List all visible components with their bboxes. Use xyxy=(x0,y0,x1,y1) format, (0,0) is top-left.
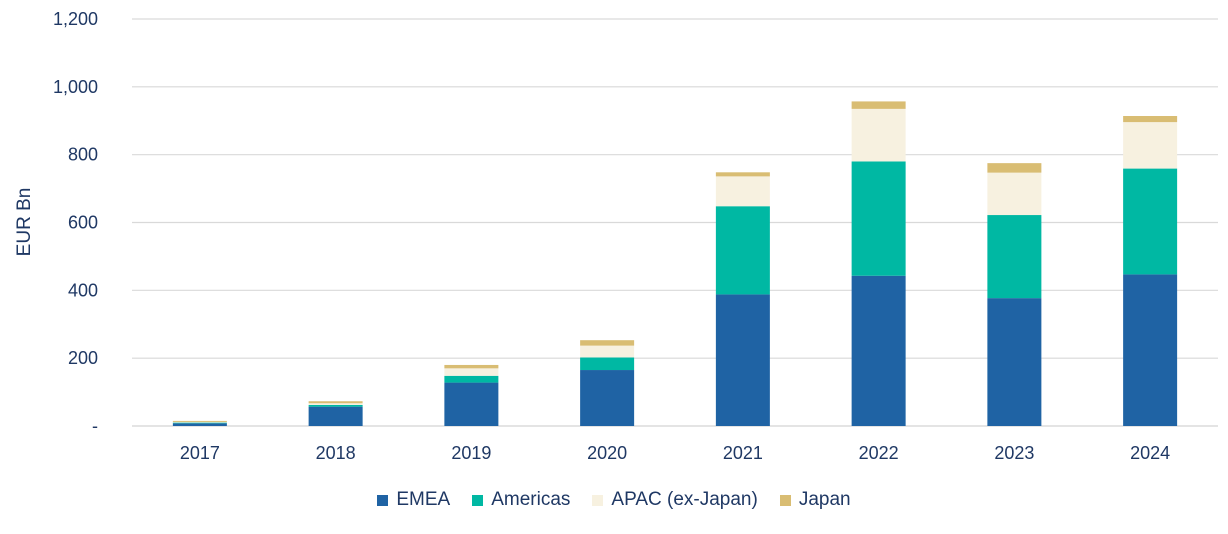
x-tick-labels: 2017 2018 2019 2020 2021 2022 2023 2024 xyxy=(180,443,1170,463)
y-tick-label: - xyxy=(92,416,98,436)
bar-segment-apac-ex-japan-2020 xyxy=(580,345,635,358)
y-tick-label: 1,200 xyxy=(53,9,98,29)
legend-swatch xyxy=(472,494,484,506)
legend-label: Japan xyxy=(798,489,851,510)
bar-segment-emea-2024 xyxy=(1123,274,1178,426)
bar-segment-apac-ex-japan-2021 xyxy=(715,176,770,207)
bar-segment-americas-2024 xyxy=(1123,168,1178,275)
bar-segment-apac-ex-japan-2018 xyxy=(308,403,363,405)
legend-item: EMEA xyxy=(377,489,450,511)
y-axis-title: EUR Bn xyxy=(14,188,35,257)
bar-segment-japan-2022 xyxy=(851,101,906,109)
y-tick-label: 200 xyxy=(68,348,98,368)
bar-segment-japan-2021 xyxy=(715,172,770,177)
bar-segment-apac-ex-japan-2024 xyxy=(1123,122,1178,169)
x-tick-label: 2019 xyxy=(451,443,491,463)
y-tick-label: 800 xyxy=(68,145,98,165)
bar-segment-americas-2023 xyxy=(987,215,1042,299)
legend-swatch xyxy=(592,494,604,506)
y-tick-label: 600 xyxy=(68,213,98,233)
y-tick-label: 400 xyxy=(68,280,98,300)
bar-segment-americas-2021 xyxy=(715,206,770,295)
bar-segment-emea-2023 xyxy=(987,298,1042,426)
bar-segment-emea-2020 xyxy=(580,370,635,426)
bar-segment-apac-ex-japan-2019 xyxy=(444,368,499,376)
bar-segment-japan-2019 xyxy=(444,364,499,369)
bar-segment-americas-2019 xyxy=(444,375,499,383)
legend-label: APAC (ex-Japan) xyxy=(611,489,758,510)
bars xyxy=(172,101,1178,426)
legend-item: Americas xyxy=(472,489,570,511)
bar-segment-apac-ex-japan-2017 xyxy=(172,421,227,423)
bar-segment-apac-ex-japan-2022 xyxy=(851,108,906,162)
x-tick-label: 2018 xyxy=(316,443,356,463)
x-tick-label: 2022 xyxy=(859,443,899,463)
bar-segment-emea-2019 xyxy=(444,382,499,426)
x-tick-label: 2017 xyxy=(180,443,220,463)
bar-segment-americas-2018 xyxy=(308,404,363,407)
legend-swatch xyxy=(779,494,791,506)
legend-item: Japan xyxy=(779,489,851,511)
bar-segment-japan-2017 xyxy=(172,420,227,422)
y-tick-label: 1,000 xyxy=(53,77,98,97)
bar-segment-emea-2022 xyxy=(851,275,906,426)
bar-segment-japan-2024 xyxy=(1123,116,1178,123)
legend-label: Americas xyxy=(491,489,571,510)
bar-segment-japan-2020 xyxy=(580,340,635,346)
bar-segment-americas-2020 xyxy=(580,357,635,371)
x-tick-label: 2023 xyxy=(994,443,1034,463)
bar-segment-emea-2017 xyxy=(172,423,227,426)
x-tick-label: 2024 xyxy=(1130,443,1170,463)
bar-segment-americas-2017 xyxy=(172,422,227,424)
bar-segment-americas-2022 xyxy=(851,161,906,276)
gridlines xyxy=(132,18,1218,427)
bar-segment-emea-2021 xyxy=(715,294,770,426)
legend-label: EMEA xyxy=(396,489,451,510)
legend-item: APAC (ex-Japan) xyxy=(592,489,758,511)
bar-segment-japan-2023 xyxy=(987,163,1042,173)
legend: EMEA Americas APAC (ex-Japan) Japan xyxy=(0,489,1228,511)
bar-segment-emea-2018 xyxy=(308,406,363,426)
bar-segment-japan-2018 xyxy=(308,401,363,404)
x-tick-label: 2021 xyxy=(723,443,763,463)
y-tick-labels: - 200 400 600 800 1,000 1,200 xyxy=(53,9,98,436)
legend-swatch xyxy=(377,494,389,506)
x-tick-label: 2020 xyxy=(587,443,627,463)
bar-segment-apac-ex-japan-2023 xyxy=(987,172,1042,216)
